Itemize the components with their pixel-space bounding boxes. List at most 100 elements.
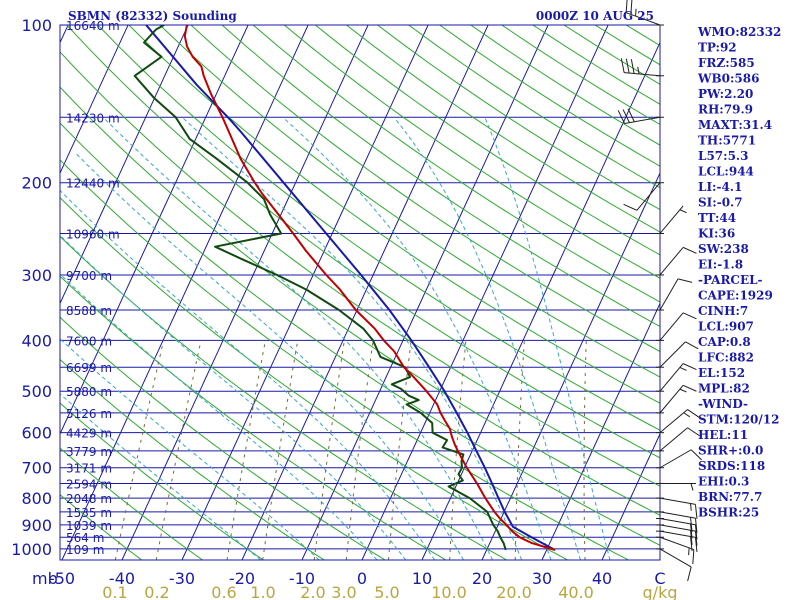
temperature-tick-10: 10	[412, 569, 432, 588]
dry-adiabat-40	[60, 159, 629, 560]
index-line-18: CAPE:1929	[698, 289, 773, 303]
isotherm-0	[361, 25, 609, 560]
dry-adiabat--20	[60, 402, 264, 560]
temperature-tick-40: 40	[592, 569, 612, 588]
wind-barbs	[617, 0, 702, 582]
dry-adiabat-130	[221, 25, 660, 328]
wind-barb-950	[656, 536, 695, 565]
pressure-label-600: 600	[21, 424, 52, 443]
index-line-27: HEL:11	[698, 428, 748, 442]
wind-barb-650	[656, 427, 700, 452]
dry-adiabat-0	[60, 316, 386, 560]
height-label-500: 5880 m	[66, 385, 112, 399]
index-line-19: CINH:7	[698, 304, 748, 318]
index-line-12: SI:-0.7	[698, 196, 743, 210]
height-label-350: 8588 m	[66, 304, 112, 318]
temperature-tick-20: 20	[472, 569, 492, 588]
moist-adiabat-15	[74, 151, 465, 560]
index-line-30: EHI:0.3	[698, 475, 749, 489]
profile-layer	[133, 25, 556, 551]
mixing-ratio-label-0.1: 0.1	[102, 583, 127, 600]
isotherm--20	[241, 25, 489, 560]
dry-adiabat-10	[60, 275, 447, 560]
dry-adiabat-50	[60, 122, 660, 546]
index-line-21: CAP:0.8	[698, 335, 751, 349]
wind-barb-150	[617, 108, 664, 124]
dry-adiabat--30	[60, 447, 203, 560]
index-line-16: EI:-1.8	[698, 258, 743, 272]
height-label-450: 6699 m	[66, 361, 112, 375]
index-line-7: MAXT:31.4	[698, 118, 772, 132]
pressure-label-500: 500	[21, 382, 52, 401]
index-line-8: TH:5771	[698, 134, 756, 148]
dry-adiabat-80	[66, 25, 660, 459]
height-label-400: 7600 m	[66, 334, 112, 348]
dry-adiabat-110	[159, 25, 660, 378]
wind-barb-125	[620, 58, 664, 77]
pressure-label-700: 700	[21, 459, 52, 478]
temperature-tick-0: 0	[357, 569, 367, 588]
moist-adiabat-0	[60, 273, 378, 560]
pressure-label-200: 200	[21, 174, 52, 193]
wind-barb-700	[656, 449, 702, 469]
wind-barb-875	[656, 518, 698, 540]
isotherm--50	[61, 25, 309, 560]
index-line-25: -WIND-	[698, 397, 748, 411]
moist-adiabat-5	[60, 234, 407, 560]
temperature-tick--50: -50	[49, 569, 75, 588]
height-label-850: 1535 m	[66, 506, 112, 520]
isotherm-10	[421, 41, 660, 560]
index-line-24: MPL:82	[698, 382, 750, 396]
height-label-900: 1039 m	[66, 519, 112, 533]
height-label-300: 9700 m	[66, 269, 112, 283]
height-label-800: 2048 m	[66, 492, 112, 506]
mixing-line-2	[313, 340, 345, 560]
mixing-ratio-label-g/kg: g/kg	[643, 583, 678, 600]
height-label-650: 3779 m	[66, 445, 112, 459]
pressure-label-300: 300	[21, 266, 52, 285]
wind-barb-1000	[656, 548, 692, 582]
mixing-line-3	[345, 340, 374, 560]
mixing-line-40	[583, 340, 587, 560]
index-line-5: PW:2.20	[698, 87, 753, 101]
index-line-26: STM:120/12	[698, 413, 779, 427]
temperature-tick--10: -10	[289, 569, 315, 588]
height-label-550: 5126 m	[66, 407, 112, 421]
mixing-ratio-label-20.0: 20.0	[496, 583, 532, 600]
height-label-600: 4429 m	[66, 427, 112, 441]
dry-adiabat-30	[60, 196, 568, 560]
pressure-label-800: 800	[21, 489, 52, 508]
index-line-2: TP:92	[698, 41, 737, 55]
index-line-13: TT:44	[698, 211, 736, 225]
index-line-32: BSHR:25	[698, 506, 759, 520]
wind-barb-450	[656, 341, 699, 368]
index-line-15: SW:238	[698, 242, 749, 256]
temperature-tick--30: -30	[169, 569, 195, 588]
index-line-31: BRN:77.7	[698, 490, 762, 504]
index-line-6: RH:79.9	[698, 103, 753, 117]
wind-barb-350	[656, 278, 693, 311]
mixing-line-0.1	[114, 340, 165, 560]
moist-adiabat-40	[484, 117, 611, 560]
height-label-200: 12440 m	[66, 177, 120, 191]
mixing-ratio-label-40.0: 40.0	[558, 583, 594, 600]
mixing-line-10	[449, 340, 467, 560]
mixing-ratio-label-10.0: 10.0	[431, 583, 467, 600]
isotherm-40	[601, 432, 660, 560]
height-label-250: 10960 m	[66, 227, 120, 241]
mixing-ratio-label-3.0: 3.0	[331, 583, 356, 600]
wind-barb-600	[656, 409, 700, 434]
index-line-28: SHR+:0.0	[698, 444, 763, 458]
temperature-tick--40: -40	[109, 569, 135, 588]
wind-barb-300	[656, 246, 697, 276]
dry-adiabat-70	[60, 51, 660, 487]
pressure-label-100: 100	[21, 16, 52, 35]
moist-adiabat-30	[282, 116, 552, 560]
pressure-unit-label: mb	[32, 569, 58, 588]
moist-adiabat-10	[60, 189, 436, 560]
isotherm-20	[481, 171, 660, 560]
